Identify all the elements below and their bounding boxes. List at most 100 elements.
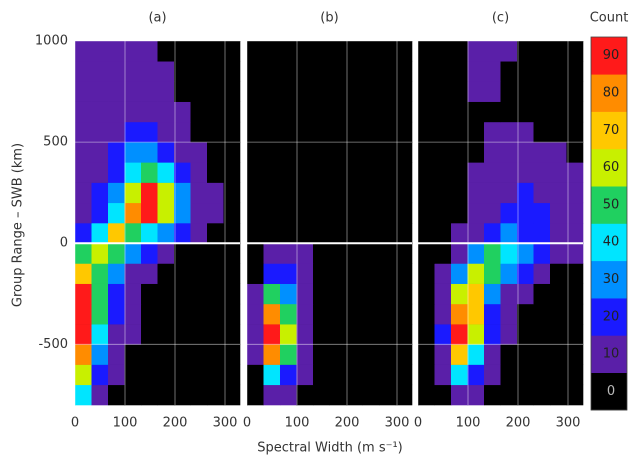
- heatmap-cell: [379, 364, 396, 386]
- heatmap-cell: [346, 162, 363, 183]
- heatmap-cell: [313, 182, 330, 204]
- colorbar-frame: [590, 36, 628, 411]
- colorbar-segment: [591, 74, 627, 112]
- heatmap-cell: [500, 243, 518, 264]
- heatmap-cell: [346, 303, 363, 325]
- heatmap-cell: [108, 202, 125, 224]
- heatmap-cell: [418, 243, 435, 264]
- heatmap-cell: [157, 182, 175, 204]
- heatmap-cell: [362, 162, 380, 183]
- heatmap-cell: [190, 384, 208, 406]
- heatmap-cell: [91, 202, 109, 224]
- x-tick-label: 200: [163, 416, 188, 431]
- heatmap-cell: [434, 61, 452, 82]
- heatmap-cell: [500, 263, 518, 284]
- heatmap-cell: [467, 384, 485, 406]
- heatmap-cell: [566, 303, 584, 325]
- heatmap-cell: [280, 303, 297, 325]
- heatmap-cell: [157, 243, 175, 264]
- heatmap-cell: [124, 243, 142, 264]
- heatmap-cell: [124, 324, 142, 345]
- heatmap-cell: [379, 202, 396, 224]
- panel-title: (a): [148, 11, 166, 26]
- heatmap-cell: [362, 182, 380, 204]
- heatmap-cell: [346, 384, 363, 406]
- heatmap-cell: [451, 81, 468, 102]
- heatmap-cell: [550, 364, 567, 386]
- heatmap-cell: [91, 263, 109, 284]
- heatmap-cell: [141, 243, 158, 264]
- heatmap-cell: [223, 142, 241, 163]
- heatmap-cell: [566, 243, 584, 264]
- heatmap-cell: [550, 283, 567, 305]
- heatmap-cell: [207, 364, 224, 386]
- heatmap-cell: [108, 162, 125, 183]
- heatmap-cell: [263, 263, 281, 284]
- heatmap-cell: [418, 303, 435, 325]
- heatmap-cell: [296, 182, 314, 204]
- colorbar-segment: [591, 186, 627, 224]
- heatmap-cell: [280, 162, 297, 183]
- heatmap-cell: [75, 162, 92, 183]
- y-tick-label: 1000: [35, 34, 68, 49]
- heatmap-cell: [313, 61, 330, 82]
- heatmap-cell: [451, 303, 468, 325]
- heatmap-cell: [108, 324, 125, 345]
- heatmap-cell: [263, 121, 281, 143]
- heatmap-cell: [484, 202, 501, 224]
- heatmap-cell: [566, 61, 584, 82]
- heatmap-cell: [313, 223, 330, 244]
- heatmap-cell: [108, 263, 125, 284]
- heatmap-cell: [362, 384, 380, 406]
- heatmap-cell: [395, 121, 413, 143]
- heatmap-cell: [566, 283, 584, 305]
- heatmap-cell: [207, 344, 224, 365]
- heatmap-cell: [484, 41, 501, 62]
- heatmap-cell: [124, 101, 142, 123]
- heatmap-cell: [141, 344, 158, 365]
- heatmap-cell: [174, 223, 191, 244]
- heatmap-cell: [108, 223, 125, 244]
- heatmap-cell: [91, 41, 109, 62]
- heatmap-cell: [500, 61, 518, 82]
- heatmap-cell: [500, 81, 518, 102]
- heatmap-cell: [263, 223, 281, 244]
- heatmap-cell: [517, 142, 534, 163]
- heatmap-cell: [91, 81, 109, 102]
- heatmap-cell: [533, 61, 551, 82]
- heatmap-cell: [566, 162, 584, 183]
- heatmap-cell: [467, 142, 485, 163]
- heatmap-cell: [550, 303, 567, 325]
- heatmap-cell: [157, 142, 175, 163]
- heatmap-cell: [467, 223, 485, 244]
- heatmap-cell: [247, 384, 264, 406]
- heatmap-cell: [329, 182, 347, 204]
- heatmap-cell: [124, 283, 142, 305]
- heatmap-cell: [550, 324, 567, 345]
- heatmap-cell: [141, 121, 158, 143]
- heatmap-cell: [190, 243, 208, 264]
- heatmap-cell: [467, 182, 485, 204]
- heatmap-cell: [533, 303, 551, 325]
- heatmap-cell: [296, 41, 314, 62]
- heatmap-cell: [451, 121, 468, 143]
- heatmap-cell: [484, 61, 501, 82]
- heatmap-cell: [500, 182, 518, 204]
- heatmap-cell: [108, 283, 125, 305]
- heatmap-cell: [467, 344, 485, 365]
- heatmap-cell: [313, 162, 330, 183]
- heatmap-cell: [550, 223, 567, 244]
- heatmap-cell: [418, 41, 435, 62]
- heatmap-cell: [379, 142, 396, 163]
- heatmap-cell: [190, 364, 208, 386]
- heatmap-cell: [467, 101, 485, 123]
- heatmap-cell: [247, 61, 264, 82]
- heatmap-cell: [247, 303, 264, 325]
- heatmap-cell: [484, 223, 501, 244]
- heatmap-cell: [108, 81, 125, 102]
- heatmap-cell: [500, 41, 518, 62]
- heatmap-cell: [379, 243, 396, 264]
- heatmap-cell: [108, 142, 125, 163]
- heatmap-cell: [418, 182, 435, 204]
- heatmap-cell: [346, 263, 363, 284]
